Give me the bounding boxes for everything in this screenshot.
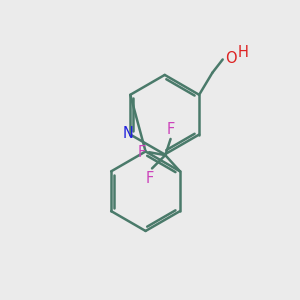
- Text: F: F: [167, 122, 175, 137]
- Text: F: F: [146, 171, 154, 186]
- Text: N: N: [122, 126, 134, 141]
- Text: O: O: [225, 51, 237, 66]
- Text: H: H: [238, 46, 249, 61]
- Text: F: F: [137, 145, 146, 160]
